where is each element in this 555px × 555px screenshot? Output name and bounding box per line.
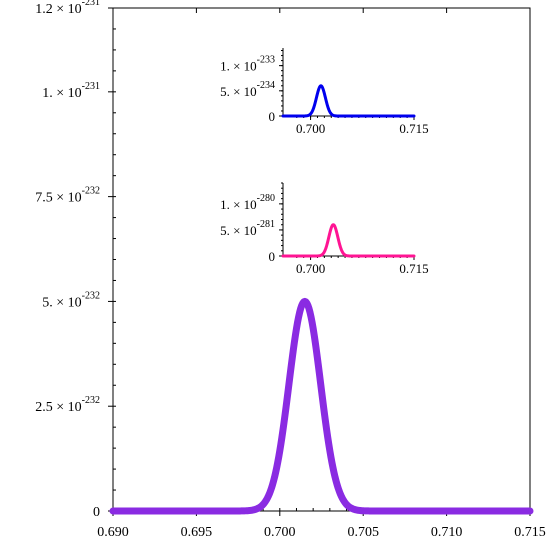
main-y-tick-mantissa: 1. × 10 — [42, 86, 81, 101]
main-y-tick-label-5: 1.2 × 10-231 — [35, 0, 100, 17]
main-y-tick-label-1: 2.5 × 10-232 — [35, 395, 100, 415]
inset-bottom-y-tick-mantissa: 0 — [269, 249, 276, 264]
inset-bottom-series-line-0 — [281, 223, 416, 258]
main-y-tick-exponent: -231 — [82, 81, 100, 92]
main-x-tick-label-0-690: 0.690 — [97, 525, 129, 540]
main-y-tick-mantissa: 0 — [93, 505, 100, 520]
inset-bottom-y-tick-mantissa: 5. × 10 — [220, 223, 257, 238]
inset-top-y-tick-exponent: -233 — [257, 55, 275, 66]
inset-top-x-tick-label-0-700: 0.700 — [296, 121, 325, 136]
inset-top-y-tick-label-1: 5. × 10-234 — [220, 80, 275, 99]
inset-bottom-y-tick-mantissa: 1. × 10 — [220, 197, 257, 212]
inset-top-y-tick-mantissa: 0 — [269, 109, 276, 124]
inset-bottom-x-tick-label-0-715: 0.715 — [399, 261, 428, 276]
main-y-tick-exponent: -231 — [82, 0, 100, 8]
main-x-tick-label-0-710: 0.710 — [431, 525, 463, 540]
main-y-tick-mantissa: 7.5 × 10 — [35, 191, 81, 206]
main-y-tick-exponent: -232 — [82, 290, 100, 301]
main-x-tick-label-0-705: 0.705 — [347, 525, 379, 540]
main-series-line-0 — [109, 297, 534, 515]
main-y-tick-label-4: 1. × 10-231 — [42, 81, 100, 101]
inset-top-y-tick-label-0: 0 — [269, 109, 276, 124]
inset-bottom-y-tick-exponent: -281 — [257, 219, 275, 230]
inset-bottom-y-tick-label-0: 0 — [269, 249, 276, 264]
main-frame — [112, 7, 531, 512]
inset-top-series-line-0 — [281, 84, 416, 118]
main-y-tick-mantissa: 1.2 × 10 — [35, 2, 81, 17]
inset-top-y-tick-mantissa: 1. × 10 — [220, 59, 257, 74]
inset-top-y-tick-exponent: -234 — [257, 80, 275, 91]
inset-top-y-tick-label-2: 1. × 10-233 — [220, 55, 275, 74]
inset-bottom-y-tick-label-1: 5. × 10-281 — [220, 219, 275, 238]
main-y-tick-exponent: -232 — [82, 186, 100, 197]
main-y-tick-label-2: 5. × 10-232 — [42, 290, 100, 310]
main-y-tick-label-0: 0 — [93, 505, 100, 520]
inset-bottom-x-tick-label-0-700: 0.700 — [296, 261, 325, 276]
main-y-tick-mantissa: 5. × 10 — [42, 295, 81, 310]
main-y-tick-mantissa: 2.5 × 10 — [35, 400, 81, 415]
main-y-tick-exponent: -232 — [82, 395, 100, 406]
main-y-tick-label-3: 7.5 × 10-232 — [35, 186, 100, 206]
main-x-tick-label-0-700: 0.700 — [264, 525, 296, 540]
main-x-tick-label-0-695: 0.695 — [181, 525, 213, 540]
main-x-tick-label-0-715: 0.715 — [514, 525, 546, 540]
inset-bottom-y-tick-label-2: 1. × 10-280 — [220, 193, 275, 212]
inset-bottom-y-tick-exponent: -280 — [257, 193, 275, 204]
inset-top-x-tick-label-0-715: 0.715 — [399, 121, 428, 136]
inset-top-y-tick-mantissa: 5. × 10 — [220, 84, 257, 99]
